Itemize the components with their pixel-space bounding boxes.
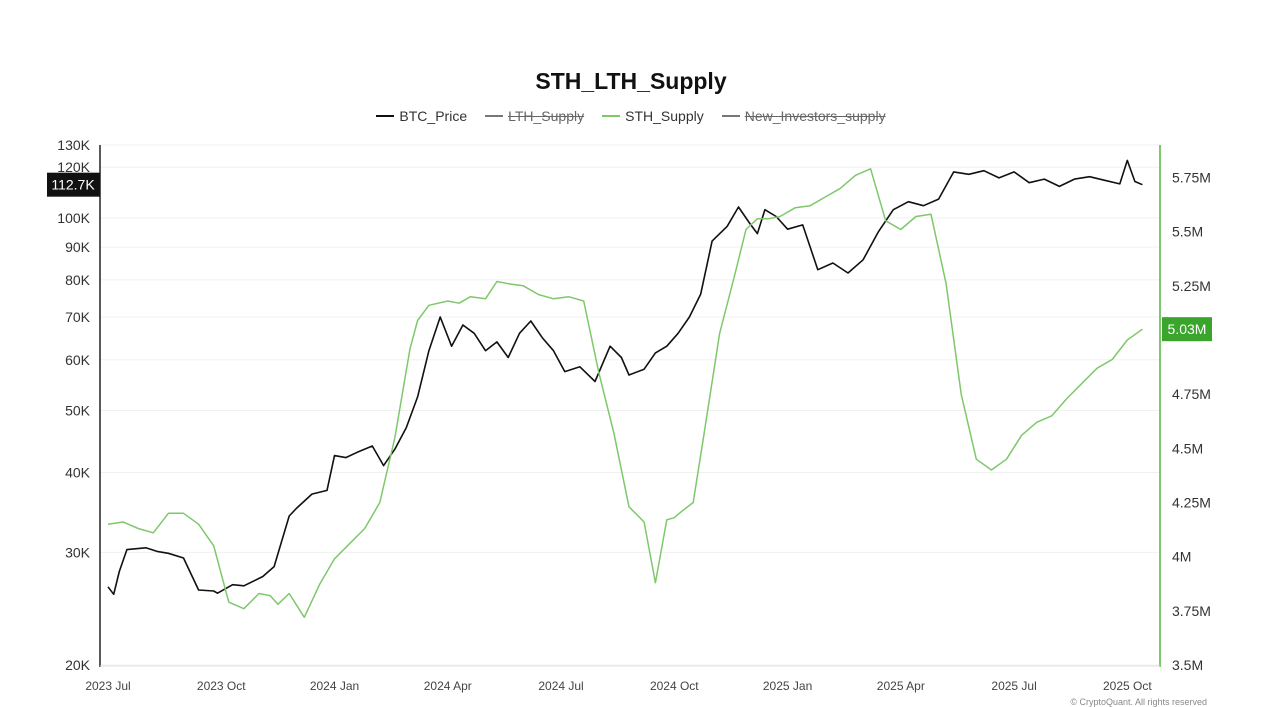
legend-label-new-investors-supply: New_Investors_supply [744, 108, 886, 124]
left-tick-label-4: 60K [65, 352, 91, 368]
chart-legend: BTC_Price LTH_Supply STH_Supply New_Inve… [0, 108, 1262, 124]
left-tick-label-3: 50K [65, 402, 91, 418]
series-line-sth-supply [107, 168, 1143, 619]
left-current-badge-label: 112.7K [51, 177, 95, 193]
x-tick-label-8: 2025 Jul [991, 679, 1036, 693]
right-tick-label-3: 4.25M [1172, 495, 1211, 511]
x-tick-label-7: 2025 Apr [877, 679, 925, 693]
legend-item-btc-price[interactable]: BTC_Price [376, 108, 467, 124]
right-tick-label-4: 4.5M [1172, 440, 1203, 456]
left-tick-label-0: 20K [65, 657, 91, 673]
x-tick-label-5: 2024 Oct [650, 679, 699, 693]
left-current-badge [47, 172, 100, 197]
x-tick-label-3: 2024 Apr [424, 679, 472, 693]
right-tick-label-2: 4M [1172, 549, 1191, 565]
left-tick-label-8: 100K [57, 210, 90, 226]
legend-item-sth-supply[interactable]: STH_Supply [602, 108, 704, 124]
x-tick-label-0: 2023 Jul [85, 679, 130, 693]
legend-label-btc-price: BTC_Price [399, 108, 468, 124]
legend-swatch-sth-supply [602, 115, 621, 117]
legend-item-new-investors-supply[interactable]: New_Investors_supply [721, 108, 886, 124]
badge-layer: 112.7K 5.03M [47, 172, 1212, 342]
left-tick-label-5: 70K [65, 309, 91, 325]
x-tick-label-9: 2025 Oct [1103, 679, 1152, 693]
x-tick-label-4: 2024 Jul [538, 679, 583, 693]
series-layer [107, 159, 1143, 619]
legend-swatch-new-investors-supply [721, 115, 740, 117]
x-tick-label-2: 2024 Jan [310, 679, 359, 693]
left-tick-label-1: 30K [65, 544, 91, 560]
legend-label-lth-supply: LTH_Supply [508, 108, 585, 124]
right-current-badge-label: 5.03M [1168, 321, 1207, 337]
left-tick-label-2: 40K [65, 464, 91, 480]
right-tick-label-5: 4.75M [1172, 386, 1211, 402]
right-tick-label-0: 3.5M [1172, 657, 1203, 673]
right-tick-label-7: 5.5M [1172, 224, 1203, 240]
legend-swatch-lth-supply [485, 115, 504, 117]
left-tick-label-7: 90K [65, 239, 91, 255]
x-tick-label-1: 2023 Oct [197, 679, 246, 693]
chart-title: STH_LTH_Supply [535, 68, 727, 94]
legend-item-lth-supply[interactable]: LTH_Supply [485, 108, 584, 124]
left-tick-label-6: 80K [65, 272, 91, 288]
legend-label-sth-supply: STH_Supply [625, 108, 704, 124]
grid-layer [100, 144, 1160, 666]
right-tick-label-1: 3.75M [1172, 603, 1211, 619]
series-line-btc-price [107, 159, 1143, 596]
legend-swatch-btc-price [376, 115, 395, 117]
right-current-badge [1162, 317, 1212, 342]
axis-layer: 20K 30K 40K 50K 60K 70K 80K 90K 100K 120K 130K 3.5M… [57, 137, 1211, 693]
x-tick-label-6: 2025 Jan [763, 679, 812, 693]
right-tick-label-6: 5.25M [1172, 278, 1211, 294]
right-tick-label-8: 5.75M [1172, 170, 1211, 186]
watermark: © CryptoQuant. All rights reserved [1070, 697, 1207, 707]
left-tick-label-9: 120K [57, 159, 90, 175]
left-tick-label-10: 130K [57, 137, 90, 153]
